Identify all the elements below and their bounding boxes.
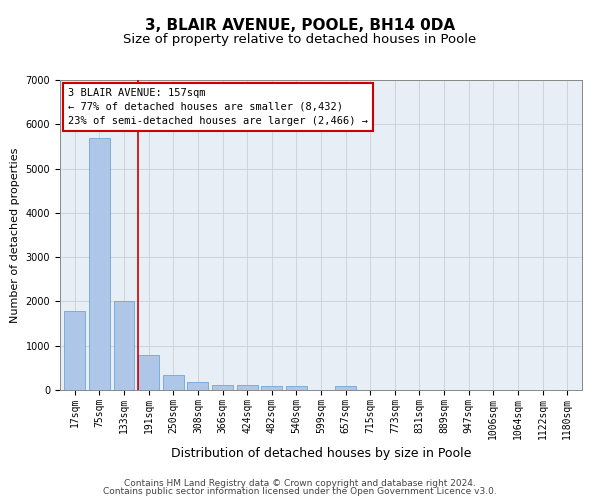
X-axis label: Distribution of detached houses by size in Poole: Distribution of detached houses by size … — [171, 447, 471, 460]
Y-axis label: Number of detached properties: Number of detached properties — [10, 148, 20, 322]
Text: Contains HM Land Registry data © Crown copyright and database right 2024.: Contains HM Land Registry data © Crown c… — [124, 478, 476, 488]
Text: 3, BLAIR AVENUE, POOLE, BH14 0DA: 3, BLAIR AVENUE, POOLE, BH14 0DA — [145, 18, 455, 32]
Bar — [187, 382, 208, 390]
Bar — [286, 386, 307, 390]
Bar — [89, 138, 110, 390]
Text: Contains public sector information licensed under the Open Government Licence v3: Contains public sector information licen… — [103, 487, 497, 496]
Bar — [113, 300, 134, 390]
Bar — [163, 375, 184, 390]
Bar — [64, 311, 85, 390]
Bar — [212, 385, 233, 390]
Bar — [261, 386, 282, 390]
Text: 3 BLAIR AVENUE: 157sqm
← 77% of detached houses are smaller (8,432)
23% of semi-: 3 BLAIR AVENUE: 157sqm ← 77% of detached… — [68, 88, 368, 126]
Bar — [138, 354, 159, 390]
Text: Size of property relative to detached houses in Poole: Size of property relative to detached ho… — [124, 32, 476, 46]
Bar — [335, 386, 356, 390]
Bar — [236, 386, 257, 390]
